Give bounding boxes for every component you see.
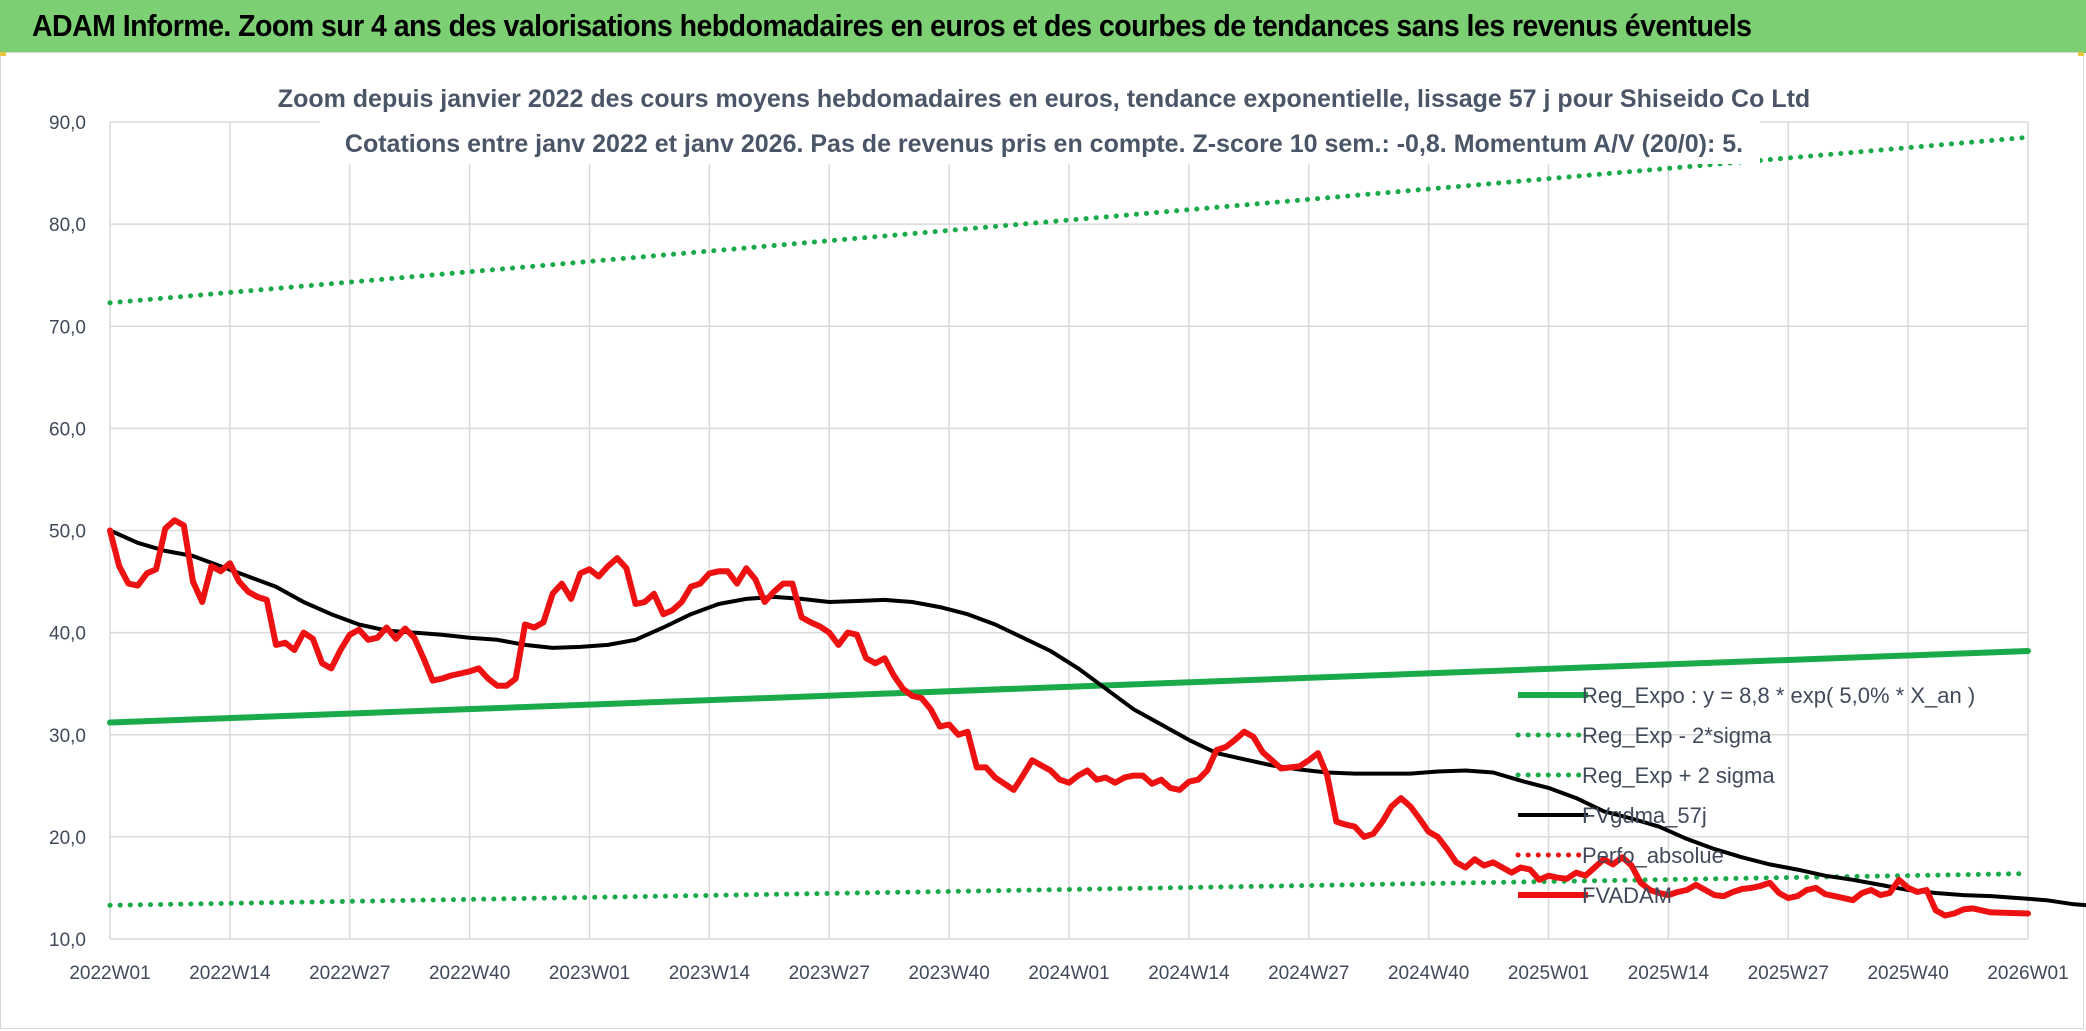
x-tick-label: 2026W01 — [1987, 963, 2068, 984]
y-tick-label: 50,0 — [49, 522, 86, 543]
x-tick-label: 2022W27 — [309, 963, 390, 984]
x-tick-label: 2025W01 — [1508, 963, 1589, 984]
x-tick-label: 2023W40 — [908, 963, 989, 984]
x-tick-label: 2024W14 — [1148, 963, 1230, 984]
y-axis-ticks: 10,0 20,0 30,0 40,0 50,0 60,0 70,0 80,0 90,0 — [49, 113, 86, 951]
header-bar: ADAM Informe. Zoom sur 4 ans des valoris… — [0, 0, 2086, 53]
legend-label: Perfo_absolue — [1582, 843, 1724, 868]
corner-mark-left — [0, 52, 6, 56]
legend-label: FVADAM — [1582, 883, 1672, 908]
series-line-0 — [107, 648, 2031, 726]
series-group — [107, 134, 2086, 919]
y-tick-label: 80,0 — [49, 215, 86, 236]
series-line-2 — [107, 134, 2031, 306]
x-tick-label: 2022W40 — [429, 963, 510, 984]
x-tick-label: 2023W27 — [789, 963, 870, 984]
x-tick-label: 2022W14 — [189, 963, 271, 984]
y-tick-label: 70,0 — [49, 317, 86, 338]
y-tick-label: 30,0 — [49, 726, 86, 747]
y-tick-label: 20,0 — [49, 828, 86, 849]
x-tick-label: 2022W01 — [69, 963, 150, 984]
x-axis-ticks: 2022W01 2022W14 2022W27 2022W40 2023W01 2023W… — [69, 963, 2068, 984]
chart-title: Zoom depuis janvier 2022 des cours moyen… — [278, 85, 1810, 113]
y-tick-label: 10,0 — [49, 930, 86, 951]
title-backdrop — [320, 76, 1760, 164]
x-tick-label: 2025W40 — [1867, 963, 1948, 984]
legend-label: FVgdma_57j — [1582, 803, 1707, 828]
x-tick-label: 2024W40 — [1388, 963, 1469, 984]
x-tick-label: 2025W27 — [1748, 963, 1829, 984]
header-title: ADAM Informe. Zoom sur 4 ans des valoris… — [32, 8, 1752, 43]
x-tick-label: 2024W27 — [1268, 963, 1349, 984]
legend-label: Reg_Exp - 2*sigma — [1582, 723, 1772, 748]
series-line-3 — [108, 528, 2086, 908]
chart-subtitle: Cotations entre janv 2022 et janv 2026. … — [345, 130, 1743, 158]
x-tick-label: 2023W14 — [669, 963, 751, 984]
legend-label: Reg_Exp + 2 sigma — [1582, 763, 1775, 788]
corner-mark-right — [2078, 52, 2084, 56]
grid — [109, 121, 2029, 940]
y-tick-label: 60,0 — [49, 419, 86, 440]
series-line-1 — [107, 871, 2031, 908]
x-tick-label: 2025W14 — [1628, 963, 1710, 984]
chart-frame — [0, 52, 2084, 1029]
y-tick-label: 40,0 — [49, 624, 86, 645]
series-line-5 — [107, 517, 2031, 919]
x-tick-label: 2024W01 — [1028, 963, 1109, 984]
x-tick-label: 2023W01 — [549, 963, 630, 984]
legend: Reg_Expo : y = 8,8 * exp( 5,0% * X_an ) R… — [1515, 683, 1975, 908]
y-tick-label: 90,0 — [49, 113, 86, 134]
legend-label: Reg_Expo : y = 8,8 * exp( 5,0% * X_an ) — [1582, 683, 1975, 708]
